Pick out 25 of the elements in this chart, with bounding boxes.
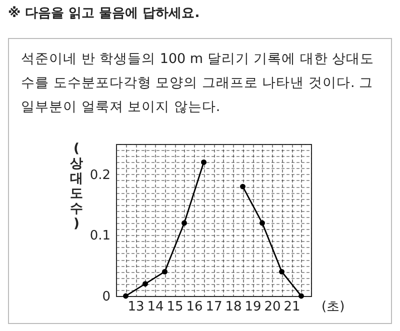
- x-tick-label: 17: [206, 300, 222, 314]
- y-tick-label: 0.1: [90, 228, 110, 244]
- x-axis-title: (초): [322, 300, 345, 314]
- point: [182, 220, 187, 226]
- y-tick-label: 0: [102, 290, 110, 304]
- x-tick-label: 20: [264, 300, 281, 314]
- x-tick-label: 18: [225, 300, 242, 314]
- x-tick-label: 14: [147, 300, 164, 314]
- x-tick-label: 16: [186, 300, 203, 314]
- point: [240, 184, 246, 190]
- point: [201, 160, 206, 165]
- y-tick-label: 0.2: [90, 168, 110, 183]
- point: [123, 293, 128, 299]
- chart-title: ※ 다음을 읽고 물음에 답하세요.: [8, 5, 200, 22]
- point: [279, 268, 284, 274]
- x-tick-label: 13: [128, 300, 144, 314]
- x-tick-label: 21: [284, 300, 300, 314]
- y-axis-title: (상대도수): [70, 142, 83, 232]
- point: [260, 220, 265, 226]
- x-tick-label: 19: [244, 300, 262, 314]
- point: [298, 293, 304, 299]
- x-tick-label: 15: [166, 300, 184, 314]
- point: [142, 281, 148, 287]
- point: [162, 268, 168, 274]
- chart-subtitle: 석준이네 반 학생들의 100 m 달리기 기록에 대한 상대도수를 도수분포다각형 모양의 그래프로 나타낸 것이다. 그 일부분이 얼룩져 보이지 않는다.: [21, 50, 376, 117]
